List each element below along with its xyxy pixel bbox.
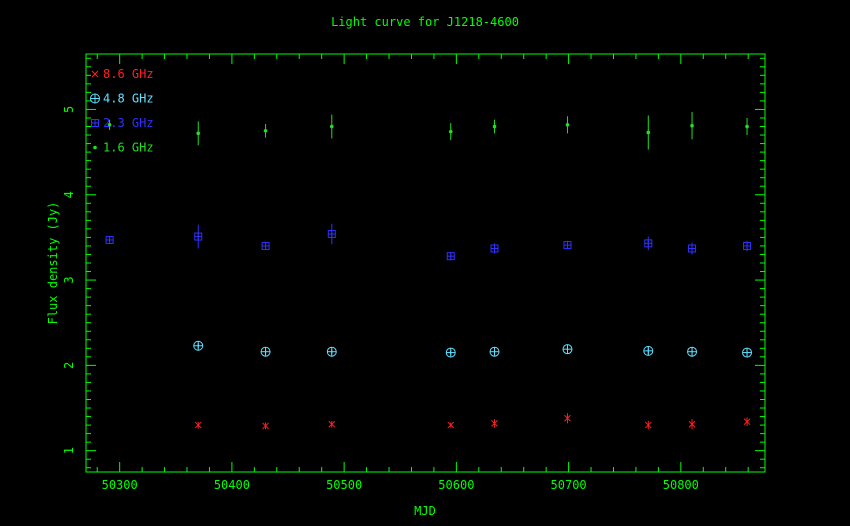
data-point xyxy=(105,235,114,244)
data-point xyxy=(193,340,204,351)
x-tick-label: 50500 xyxy=(326,478,362,492)
data-point xyxy=(445,347,456,358)
dot-marker xyxy=(646,130,651,135)
legend: 8.6 GHz 4.8 GHz 2.3 GHz 1.6 GHz xyxy=(90,67,154,155)
x-marker xyxy=(447,421,455,429)
x-marker xyxy=(262,422,269,430)
legend-item: 2.3 GHz xyxy=(91,116,154,130)
dot-marker xyxy=(93,145,97,150)
x-tick-label: 50400 xyxy=(214,478,250,492)
data-point xyxy=(196,121,201,146)
data-point xyxy=(644,236,653,251)
data-point xyxy=(260,346,271,357)
x-tick-label: 50800 xyxy=(663,478,699,492)
data-point xyxy=(745,117,749,136)
x-tick-label: 50300 xyxy=(102,478,138,492)
data-point xyxy=(688,242,697,255)
y-axis-label: Flux density (Jy) xyxy=(46,202,60,325)
data-point xyxy=(262,422,269,430)
legend-item: 8.6 GHz xyxy=(91,67,154,81)
data-point xyxy=(492,119,497,134)
data-point xyxy=(329,114,334,139)
data-point xyxy=(491,419,498,428)
x-marker xyxy=(328,420,336,428)
series-3 xyxy=(107,112,749,150)
dot-marker xyxy=(263,128,268,133)
y-tick-label: 1 xyxy=(62,447,76,454)
legend-item: 1.6 GHz xyxy=(93,141,154,155)
data-point xyxy=(688,419,696,430)
data-point xyxy=(490,243,499,254)
series-0 xyxy=(194,413,751,430)
data-point xyxy=(194,224,203,249)
dot-marker xyxy=(690,123,694,128)
axis-ticks xyxy=(86,54,765,472)
x-marker xyxy=(194,421,202,429)
y-tick-label: 5 xyxy=(62,106,76,113)
data-point xyxy=(447,421,455,429)
data-point xyxy=(643,345,654,356)
legend-label: 8.6 GHz xyxy=(103,67,154,81)
data-point xyxy=(563,240,572,250)
x-marker xyxy=(491,420,498,427)
data-point xyxy=(448,123,453,141)
data-point xyxy=(646,115,651,150)
data-point xyxy=(742,347,753,358)
x-marker xyxy=(91,70,99,78)
dot-marker xyxy=(492,124,497,129)
legend-label: 4.8 GHz xyxy=(103,92,154,106)
legend-label: 2.3 GHz xyxy=(103,116,154,130)
legend-item: 4.8 GHz xyxy=(90,92,154,106)
x-marker xyxy=(644,421,652,429)
data-point xyxy=(564,413,571,424)
data-point xyxy=(687,346,698,357)
data-point xyxy=(107,119,112,130)
dot-marker xyxy=(448,129,453,134)
dot-marker xyxy=(745,124,749,129)
dot-marker xyxy=(107,123,112,127)
data-point xyxy=(261,241,270,251)
data-point xyxy=(743,240,752,252)
data-point xyxy=(194,421,202,429)
chart-title: Light curve for J1218-4600 xyxy=(331,15,519,29)
data-point xyxy=(263,123,268,138)
legend-label: 1.6 GHz xyxy=(103,141,154,155)
x-marker xyxy=(743,418,751,426)
data-point xyxy=(644,420,652,430)
dot-marker xyxy=(565,123,570,127)
data-point xyxy=(562,344,573,355)
series-2 xyxy=(105,223,752,261)
axis-tick-labels: 50300 50400 50500 50600 50700 50800 1 2 3 4 5 xyxy=(62,106,699,492)
data-point xyxy=(489,346,500,357)
x-tick-label: 50700 xyxy=(551,478,587,492)
dot-marker xyxy=(196,131,201,136)
data-point xyxy=(446,251,455,261)
y-tick-label: 2 xyxy=(62,362,76,369)
data-point xyxy=(328,420,336,428)
data-point xyxy=(690,112,694,140)
y-tick-label: 3 xyxy=(62,276,76,283)
data-point xyxy=(326,346,337,357)
series-1 xyxy=(193,340,753,358)
data-point xyxy=(743,417,751,426)
x-marker xyxy=(564,414,571,422)
x-tick-label: 50600 xyxy=(438,478,474,492)
x-axis-label: MJD xyxy=(414,504,436,518)
data-points xyxy=(105,112,753,430)
data-point xyxy=(327,223,336,245)
dot-marker xyxy=(329,124,334,129)
x-marker xyxy=(688,420,696,428)
y-tick-label: 4 xyxy=(62,191,76,198)
data-point xyxy=(565,116,570,134)
